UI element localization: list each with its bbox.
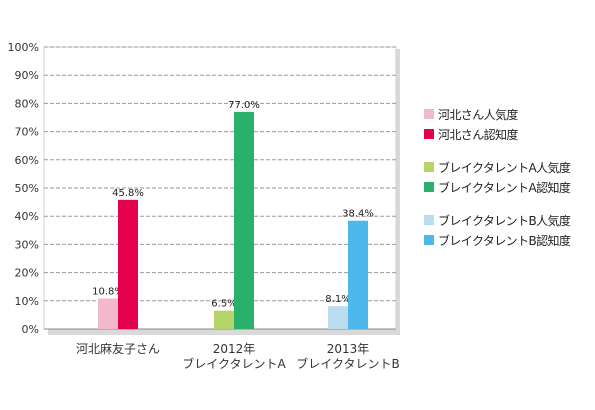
bar <box>118 199 138 329</box>
legend-label: 河北さん認知度 <box>438 127 518 142</box>
y-tick-label: 50% <box>15 182 39 195</box>
legend-label: 河北さん人気度 <box>438 107 518 122</box>
legend-item: ブレイクタレントA人気度 <box>424 157 594 177</box>
legend-swatch <box>424 162 434 172</box>
y-tick-label: 40% <box>15 210 39 223</box>
data-label: 6.5% <box>211 299 236 310</box>
data-label: 38.4% <box>342 209 374 220</box>
data-label: 77.0% <box>228 100 260 111</box>
legend-swatch <box>424 129 434 139</box>
y-tick-label: 10% <box>15 295 39 308</box>
y-tick-label: 90% <box>15 69 39 82</box>
y-tick-label: 100% <box>8 41 39 54</box>
legend-swatch <box>424 182 434 192</box>
legend-label: ブレイクタレントB人気度 <box>438 213 571 228</box>
legend-swatch <box>424 235 434 245</box>
bar <box>98 298 118 329</box>
legend-item: 河北さん人気度 <box>424 104 594 124</box>
y-tick-label: 80% <box>15 97 39 110</box>
x-category-label: 河北麻友子さん <box>76 341 160 356</box>
chart-legend: 河北さん人気度 河北さん認知度 ブレイクタレントA人気度 ブレイクタレントA認知度 ブレ… <box>424 104 594 263</box>
legend-item: 河北さん認知度 <box>424 124 594 144</box>
x-category-label: ブレイクタレントB <box>296 356 400 371</box>
data-label: 8.1% <box>325 294 350 305</box>
legend-swatch <box>424 215 434 225</box>
legend-item: ブレイクタレントA認知度 <box>424 177 594 197</box>
data-label: 45.8% <box>112 188 144 199</box>
legend-group: 河北さん人気度 河北さん認知度 <box>424 104 594 144</box>
y-tick-label: 20% <box>15 267 39 280</box>
legend-label: ブレイクタレントA人気度 <box>438 160 571 175</box>
y-tick-label: 30% <box>15 238 39 251</box>
legend-swatch <box>424 109 434 119</box>
legend-group: ブレイクタレントA人気度 ブレイクタレントA認知度 <box>424 157 594 197</box>
legend-group: ブレイクタレントB人気度 ブレイクタレントB認知度 <box>424 210 594 250</box>
legend-item: ブレイクタレントB認知度 <box>424 230 594 250</box>
y-tick-label: 0% <box>22 323 39 336</box>
y-tick-label: 70% <box>15 126 39 139</box>
y-tick-label: 60% <box>15 154 39 167</box>
x-category-label: ブレイクタレントA <box>182 356 286 371</box>
bar <box>214 310 234 329</box>
legend-label: ブレイクタレントA認知度 <box>438 180 571 195</box>
bar <box>328 306 348 329</box>
legend-item: ブレイクタレントB人気度 <box>424 210 594 230</box>
data-label: 10.8% <box>92 287 124 298</box>
x-category-label: 2012年 <box>213 342 256 356</box>
bar <box>234 111 254 329</box>
bar <box>348 220 368 329</box>
x-category-label: 2013年 <box>327 342 370 356</box>
legend-label: ブレイクタレントB認知度 <box>438 233 571 248</box>
